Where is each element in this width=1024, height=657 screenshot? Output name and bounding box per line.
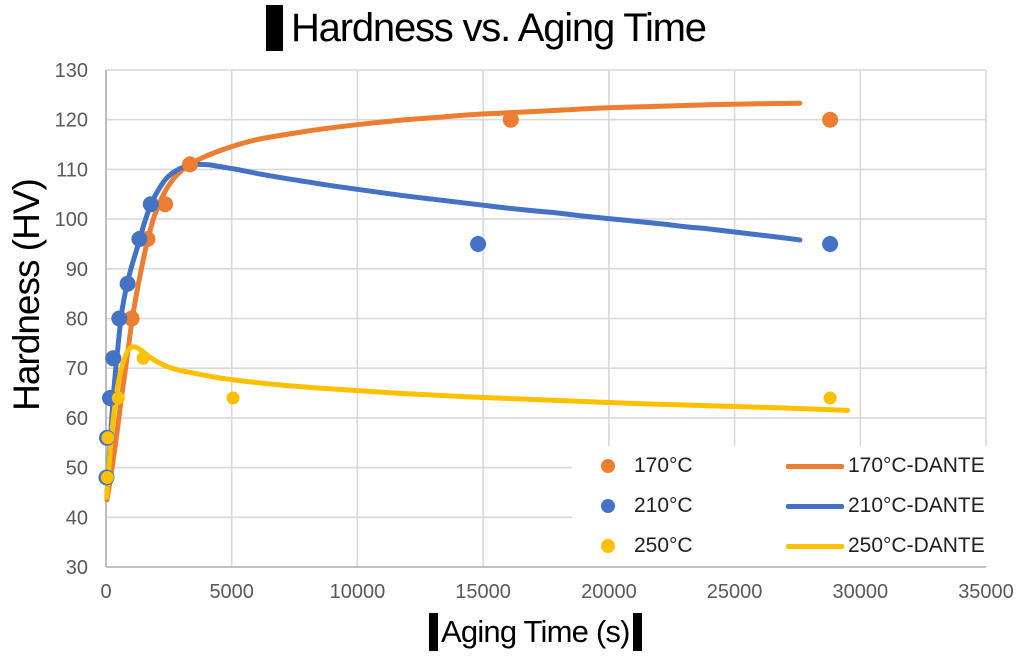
legend-dot-marker-210-c [601, 499, 615, 513]
x-tick-label: 25000 [707, 581, 763, 603]
x-axis-title: Aging Time (s) [441, 614, 630, 650]
point-210-c [142, 196, 159, 213]
x-axis-title-row: Aging Time (s) [429, 613, 642, 651]
point-210-c [131, 231, 148, 247]
point-250-c [823, 391, 837, 405]
legend-label-210-c: 210°C [634, 494, 693, 517]
legend-line-marker-170-c-dante [786, 464, 844, 469]
curve-210-c-dante [104, 161, 803, 500]
point-250-c [101, 431, 115, 445]
x-tick-label: 0 [100, 581, 111, 603]
point-170-c [157, 196, 174, 213]
legend-label-210-c-dante: 210°C-DANTE [848, 494, 985, 517]
legend-line-marker-250-c-dante [786, 544, 844, 549]
y-tick-label: 30 [66, 557, 88, 579]
legend-row: 210°C 210°C-DANTE [572, 486, 990, 526]
y-tick-label: 80 [66, 309, 88, 331]
point-250-c [111, 391, 125, 405]
x-tick-label: 15000 [455, 581, 511, 603]
legend-label-250-c-dante: 250°C-DANTE [848, 534, 985, 557]
point-170-c [182, 156, 198, 173]
y-tick-label: 60 [66, 408, 88, 430]
y-tick-label: 40 [66, 507, 88, 529]
curve-250-c-dante [104, 344, 851, 500]
legend-label-170-c: 170°C [634, 454, 693, 477]
y-tick-label: 70 [66, 358, 88, 380]
point-250-c [136, 351, 150, 365]
redaction-bar-x-left [429, 613, 438, 651]
chart-title: Hardness vs. Aging Time [291, 6, 707, 50]
redaction-bar-x-right [632, 613, 642, 651]
legend-row: 170°C 170°C-DANTE [572, 446, 990, 486]
point-250-c [226, 391, 240, 405]
x-tick-label: 5000 [209, 581, 254, 603]
y-tick-label: 110 [56, 159, 88, 181]
chart-title-row: Hardness vs. Aging Time [266, 5, 707, 51]
legend-dot-marker-250-c [601, 539, 615, 553]
point-210-c [111, 310, 128, 327]
legend-label-170-c-dante: 170°C-DANTE [848, 454, 985, 477]
x-tick-label: 35000 [958, 581, 1014, 603]
point-170-c [123, 310, 140, 327]
legend-row: 250°C 250°C-DANTE [572, 526, 990, 566]
legend-label-250-c: 250°C [634, 534, 693, 557]
y-tick-label: 120 [55, 110, 88, 132]
legend-dot-marker-170-c [601, 459, 615, 473]
y-axis-title-wrap: Hardness (HV) [0, 115, 54, 475]
legend-line-marker-210-c-dante [786, 504, 844, 509]
x-tick-label: 30000 [832, 581, 888, 603]
y-tick-label: 50 [66, 458, 88, 480]
point-210-c [119, 275, 136, 292]
y-tick-label: 100 [55, 209, 88, 231]
point-170-c [822, 111, 839, 128]
x-tick-label: 10000 [330, 581, 386, 603]
point-210-c [822, 236, 839, 252]
y-axis-title: Hardness (HV) [6, 179, 47, 411]
point-250-c [100, 471, 114, 484]
point-210-c [105, 350, 122, 367]
point-210-c [470, 236, 487, 252]
y-tick-label: 130 [55, 60, 88, 82]
point-170-c [502, 111, 519, 128]
redaction-bar-title [266, 5, 283, 51]
y-tick-label: 90 [66, 259, 88, 281]
x-tick-label: 20000 [581, 581, 637, 603]
legend: 170°C 170°C-DANTE 210°C 210°C-DANTE 250°C 250… [572, 446, 990, 566]
